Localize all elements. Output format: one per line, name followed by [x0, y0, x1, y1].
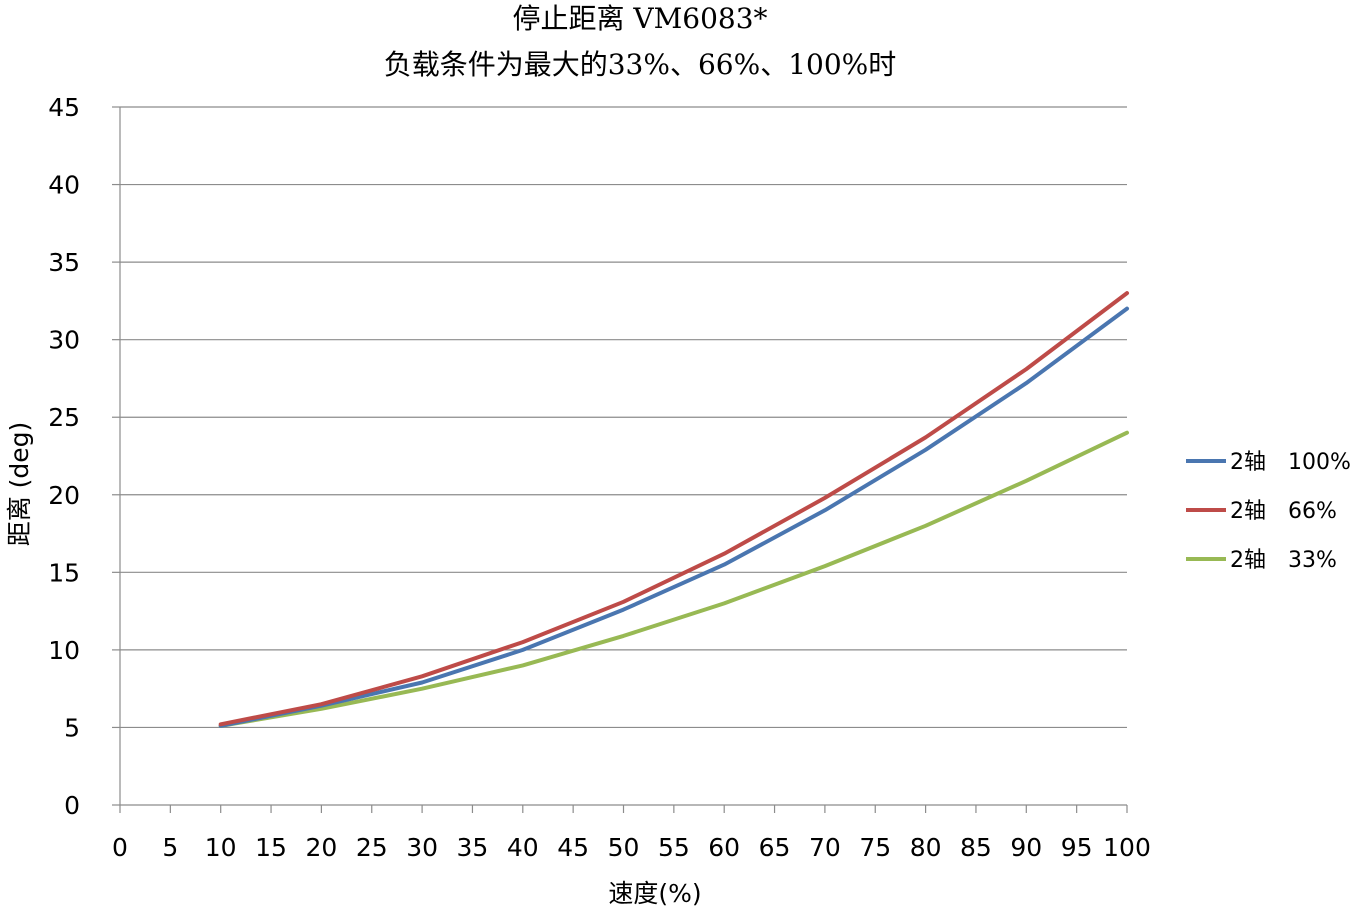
x-tick-label: 15	[255, 833, 287, 862]
x-tick-label: 100	[1103, 833, 1151, 862]
y-tick-label: 10	[48, 636, 80, 665]
y-axis-label: 距离 (deg)	[5, 422, 34, 547]
x-tick-label: 10	[205, 833, 237, 862]
legend-label-2: 2轴 33%	[1230, 548, 1337, 573]
y-tick-label: 15	[48, 558, 80, 587]
y-tick-label: 25	[48, 403, 80, 432]
legend-label-1: 2轴 66%	[1230, 499, 1337, 524]
x-tick-label: 95	[1061, 833, 1093, 862]
x-tick-label: 55	[658, 833, 690, 862]
chart-title: 停止距离 VM6083*	[512, 2, 767, 35]
series-lines	[218, 291, 1129, 728]
y-tick-label: 5	[64, 713, 80, 742]
x-tick-label: 50	[608, 833, 640, 862]
x-axis-ticks: 0 5 10 15 20 25 30 35 40 45 50 55 60 65 70 75 80 85 90 95 10…	[112, 833, 1151, 862]
x-tick-label: 85	[960, 833, 992, 862]
x-tick-label: 75	[859, 833, 891, 862]
x-tick-label: 70	[809, 833, 841, 862]
y-tick-label: 35	[48, 248, 80, 277]
series-line-0	[218, 306, 1129, 728]
legend: 2轴 100% 2轴 66% 2轴 33%	[1186, 450, 1351, 573]
x-tick-label: 60	[708, 833, 740, 862]
x-tick-label: 30	[406, 833, 438, 862]
series-line-1	[218, 291, 1129, 727]
x-axis-label: 速度(%)	[608, 879, 701, 908]
axes	[112, 106, 1128, 813]
y-tick-label: 45	[48, 93, 80, 122]
x-tick-label: 45	[557, 833, 589, 862]
x-tick-label: 0	[112, 833, 128, 862]
chart-subtitle: 负载条件为最大的33%、66%、100%时	[384, 48, 897, 81]
x-tick-label: 35	[457, 833, 489, 862]
x-tick-label: 65	[759, 833, 791, 862]
gridlines	[120, 106, 1127, 729]
x-tick-label: 20	[305, 833, 337, 862]
legend-label-0: 2轴 100%	[1230, 450, 1351, 475]
y-tick-label: 20	[48, 481, 80, 510]
x-tick-label: 90	[1010, 833, 1042, 862]
x-tick-label: 40	[507, 833, 539, 862]
y-tick-label: 40	[48, 171, 80, 200]
x-tick-label: 25	[356, 833, 388, 862]
y-tick-label: 30	[48, 326, 80, 355]
x-tick-label: 5	[162, 833, 178, 862]
series-line-2	[218, 430, 1129, 728]
x-tick-label: 80	[910, 833, 942, 862]
y-axis-ticks: 0 5 10 15 20 25 30 35 40 45	[48, 93, 80, 820]
y-tick-label: 0	[64, 791, 80, 820]
